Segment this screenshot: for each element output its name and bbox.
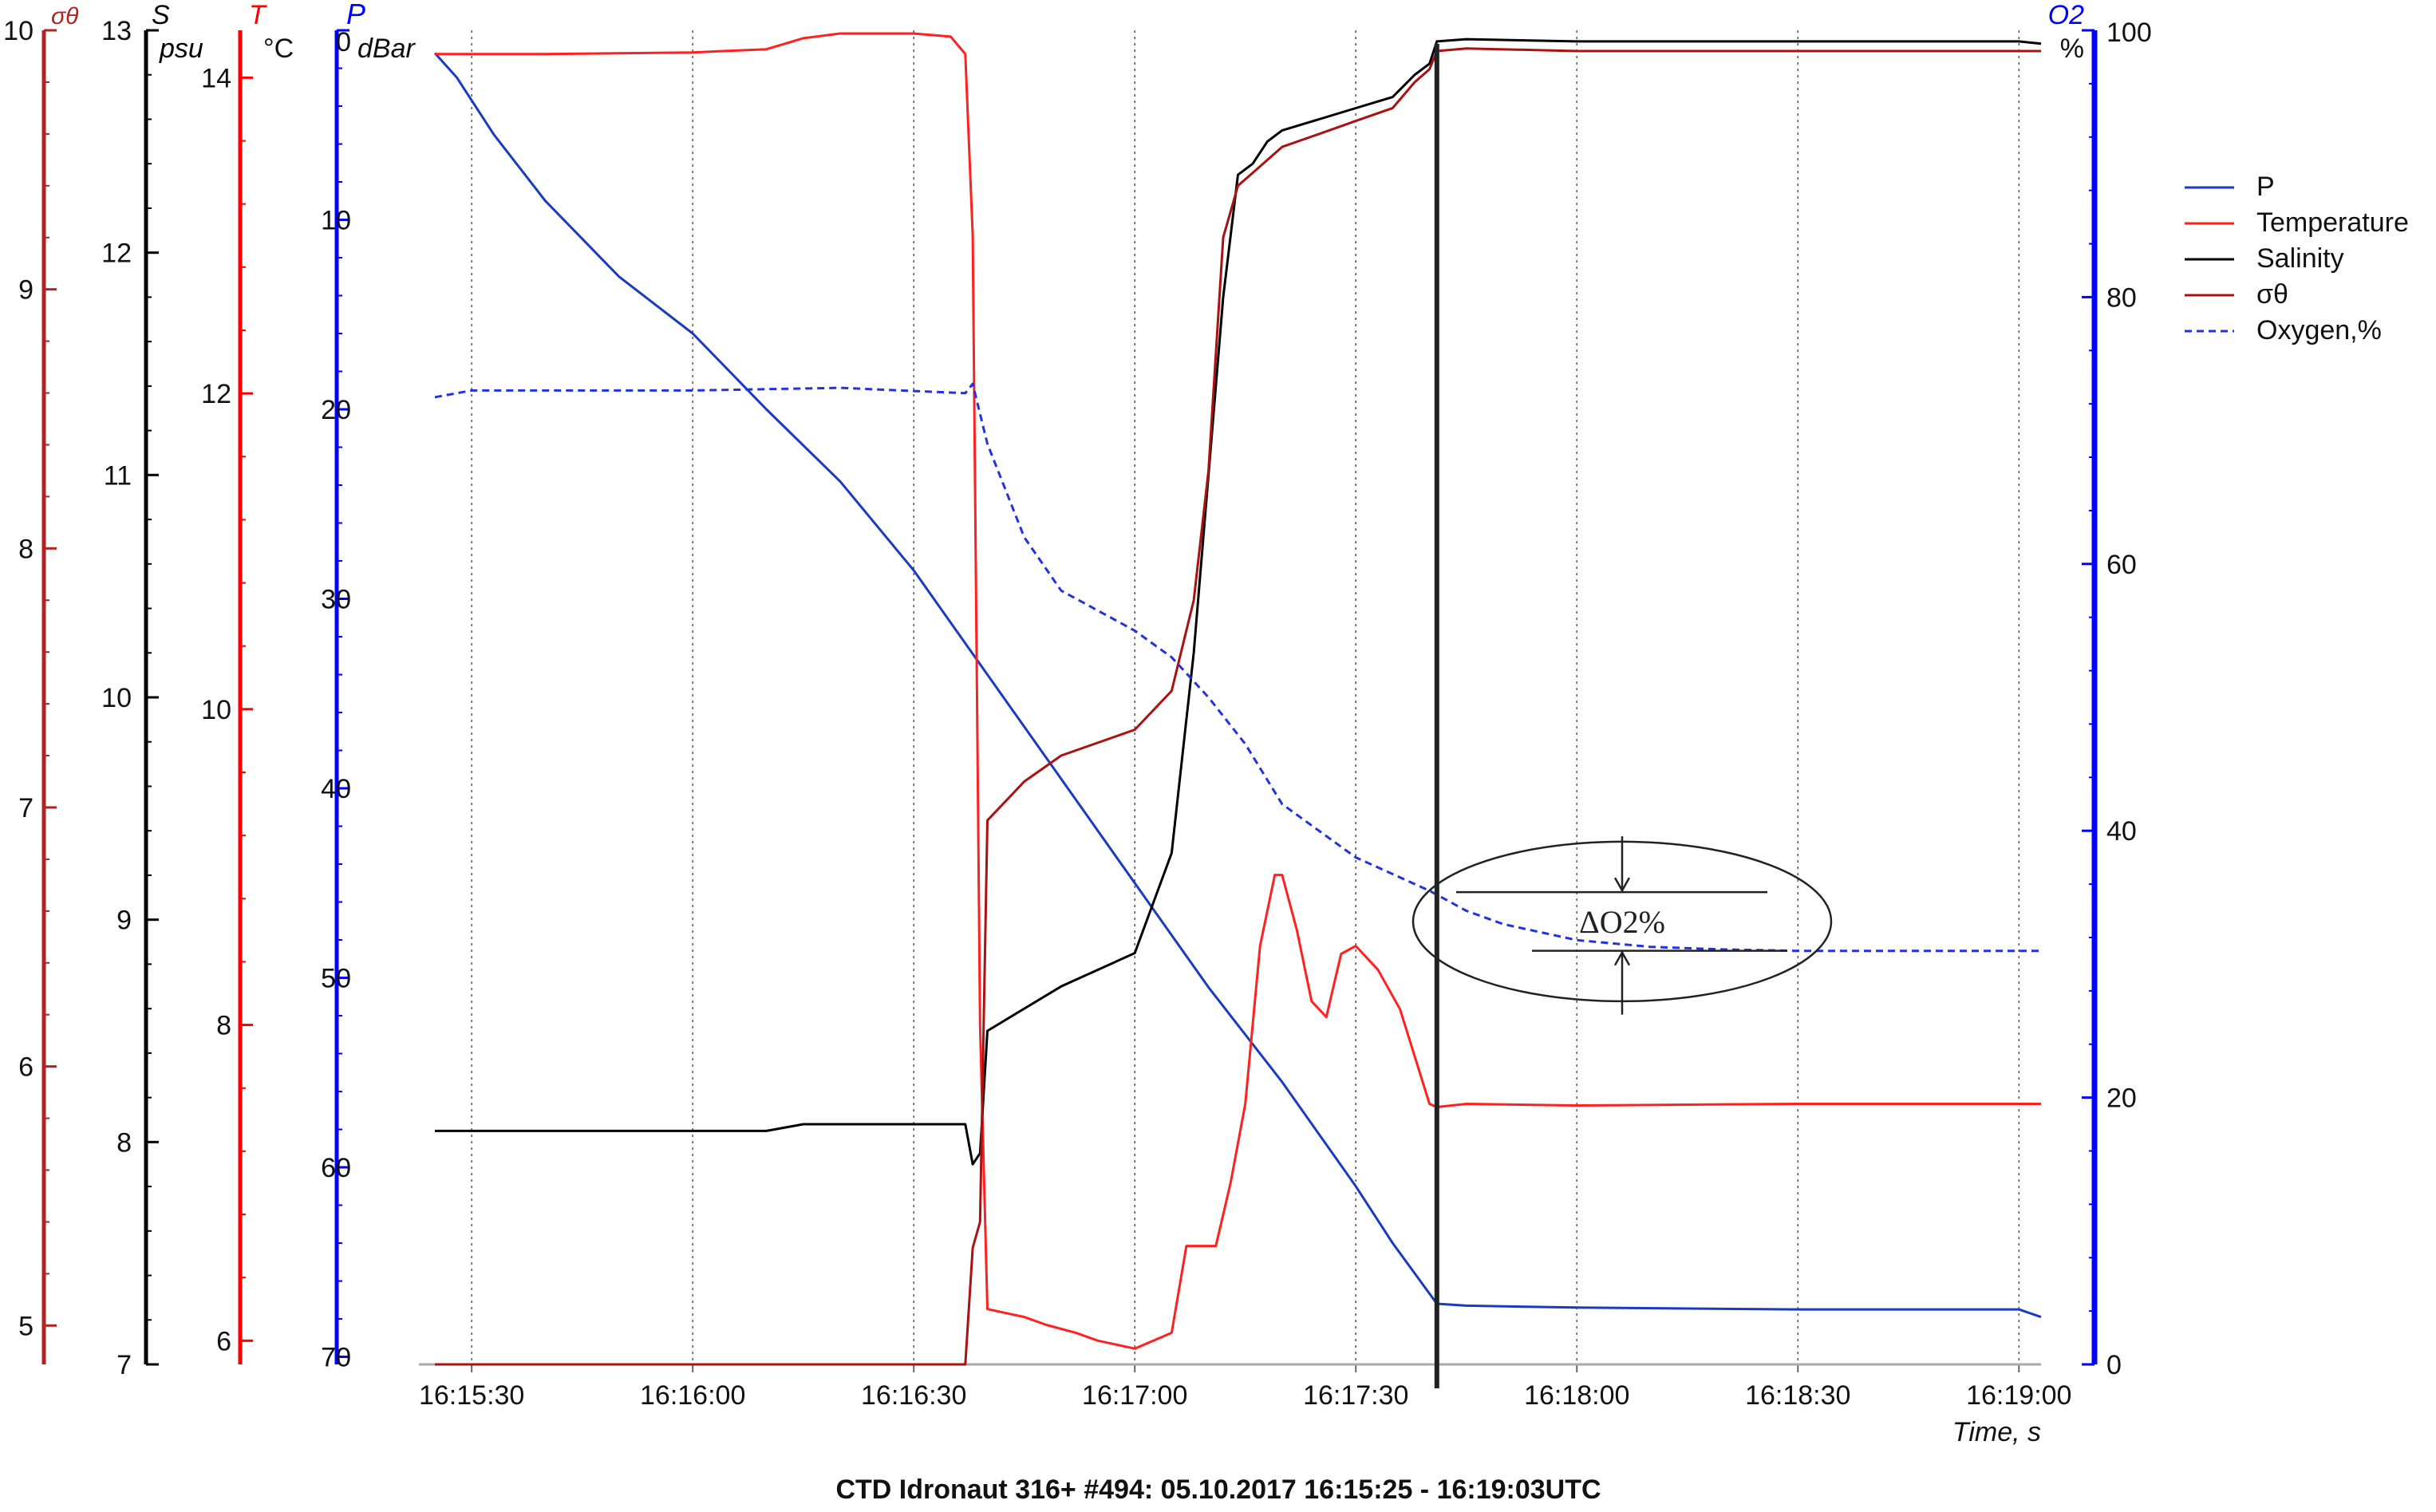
pressure-axis-title: P <box>346 0 365 30</box>
x-tick-label-1: 16:16:00 <box>640 1380 745 1411</box>
oxygen-tick-label-5: 0 <box>2106 1350 2122 1380</box>
salinity-tick-label-4: 9 <box>116 906 132 936</box>
salinity-tick-label-3: 10 <box>101 683 132 713</box>
salinity-axis-unit: psu <box>159 34 203 64</box>
temperature-axis-unit: °C <box>263 34 294 64</box>
pressure-tick-label-5: 50 <box>321 964 351 994</box>
series-line-0 <box>433 52 2042 1319</box>
temperature-axis: 14 12 10 8 6 <box>201 30 253 1364</box>
x-tick-label-6: 16:18:30 <box>1745 1380 1850 1411</box>
x-axis-label: Time, s <box>1952 1417 2041 1447</box>
series-line-4 <box>434 382 2041 953</box>
legend-label-0: P <box>2256 172 2275 202</box>
pressure-tick-label-4: 40 <box>321 774 351 804</box>
temperature-axis-title: T <box>249 0 267 30</box>
delta-o2-arrowhead-up <box>1613 950 1631 966</box>
sigma-tick-label-0: 10 <box>3 16 34 46</box>
oxygen-tick-label-0: 100 <box>2106 18 2152 48</box>
series-line-1 <box>435 32 2041 1350</box>
delta-o2-label: ΔO2% <box>1579 904 1665 940</box>
x-tick-label-4: 16:17:30 <box>1303 1380 1408 1411</box>
salinity-axis: 13 12 11 10 9 8 7 <box>101 16 159 1380</box>
temperature-tick-label-0: 14 <box>201 63 231 93</box>
legend-label-3: σθ <box>2256 279 2288 310</box>
oxygen-axis-unit: % <box>2060 34 2084 64</box>
sigma-tick-label-3: 7 <box>18 793 34 823</box>
legend-label-4: Oxygen,% <box>2256 315 2382 345</box>
chart-title: CTD Idronaut 316+ #494: 05.10.2017 16:15… <box>835 1474 1601 1505</box>
pressure-tick-label-6: 60 <box>321 1153 351 1183</box>
temperature-tick-label-2: 10 <box>201 695 231 725</box>
sigma-tick-label-4: 6 <box>18 1052 34 1083</box>
delta-o2-arrowhead-down <box>1613 877 1631 893</box>
legend-label-2: Salinity <box>2256 243 2344 274</box>
x-tick-label-3: 16:17:00 <box>1082 1380 1187 1411</box>
pressure-axis-unit: dBar <box>357 34 416 64</box>
salinity-axis-title: S <box>152 0 170 30</box>
salinity-tick-label-0: 13 <box>101 16 132 46</box>
sigma-tick-label-1: 9 <box>18 275 34 306</box>
sigma-tick-label-5: 5 <box>18 1311 34 1341</box>
salinity-tick-label-2: 11 <box>104 460 132 491</box>
pressure-tick-label-1: 10 <box>321 206 351 236</box>
oxygen-axis-title: O2 <box>2048 0 2084 30</box>
salinity-tick-label-5: 8 <box>116 1127 132 1158</box>
x-tick-label-0: 16:15:30 <box>419 1380 524 1411</box>
sigma-tick-label-2: 8 <box>18 534 34 564</box>
x-tick-label-2: 16:16:30 <box>861 1380 966 1411</box>
salinity-tick-label-6: 7 <box>116 1350 132 1380</box>
temperature-tick-label-4: 6 <box>216 1326 231 1356</box>
pressure-tick-label-0: 0 <box>336 27 351 57</box>
oxygen-tick-label-3: 40 <box>2106 816 2137 847</box>
x-tick-label-7: 16:19:00 <box>1966 1380 2071 1411</box>
oxygen-axis: 100 80 60 40 20 0 <box>2082 18 2152 1380</box>
legend-label-1: Temperature <box>2256 207 2409 238</box>
oxygen-tick-label-1: 80 <box>2106 282 2137 313</box>
pressure-tick-label-7: 70 <box>321 1343 351 1373</box>
temperature-tick-label-3: 8 <box>216 1011 231 1041</box>
series-line-2 <box>435 38 2042 1166</box>
sigma-axis: 10 9 8 7 6 5 <box>3 16 57 1364</box>
oxygen-tick-label-2: 60 <box>2106 550 2137 580</box>
sigma-axis-title: σθ <box>51 3 79 30</box>
temperature-tick-label-1: 12 <box>201 379 231 409</box>
series-line-3 <box>435 47 2041 1366</box>
oxygen-tick-label-4: 20 <box>2106 1084 2137 1114</box>
salinity-tick-label-1: 12 <box>101 239 132 269</box>
x-tick-label-5: 16:18:00 <box>1524 1380 1629 1411</box>
pressure-axis: 0 10 20 30 40 50 60 70 <box>321 27 351 1373</box>
pressure-tick-label-2: 20 <box>321 395 351 425</box>
pressure-tick-label-3: 30 <box>321 585 351 615</box>
